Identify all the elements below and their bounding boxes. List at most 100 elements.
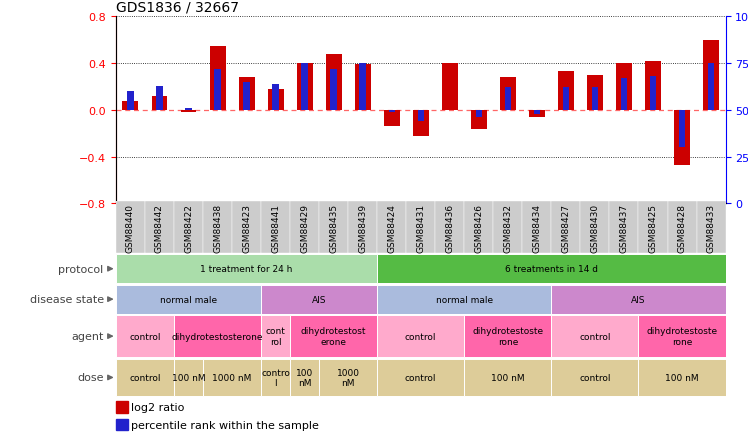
Bar	[174, 202, 203, 254]
Text: GSM88435: GSM88435	[329, 204, 338, 253]
Bar	[616, 64, 632, 111]
Bar	[186, 109, 191, 111]
FancyBboxPatch shape	[465, 359, 551, 396]
Text: 100 nM: 100 nM	[665, 373, 699, 382]
Text: GSM88423: GSM88423	[242, 204, 251, 252]
FancyBboxPatch shape	[377, 316, 465, 357]
Bar	[413, 111, 429, 136]
Bar	[123, 101, 138, 111]
Text: GSM88422: GSM88422	[184, 204, 193, 252]
Bar	[592, 88, 598, 111]
Bar	[180, 111, 197, 113]
Bar	[156, 86, 162, 111]
Text: 1000
nM: 1000 nM	[337, 368, 360, 387]
Bar	[243, 82, 250, 111]
Text: 6 treatments in 14 d: 6 treatments in 14 d	[505, 265, 598, 273]
FancyBboxPatch shape	[116, 285, 261, 314]
Bar	[116, 202, 145, 254]
Bar	[529, 111, 545, 118]
Bar	[522, 202, 551, 254]
Bar	[127, 92, 134, 111]
Text: control: control	[579, 373, 610, 382]
Text: dihydrotestoste
rone: dihydrotestoste rone	[472, 327, 543, 346]
FancyBboxPatch shape	[261, 285, 377, 314]
Text: normal male: normal male	[436, 295, 493, 304]
Bar	[533, 111, 540, 115]
Text: GSM88441: GSM88441	[271, 204, 280, 252]
Bar	[580, 202, 610, 254]
Bar	[674, 111, 690, 165]
Bar	[610, 202, 639, 254]
Bar	[116, 419, 128, 431]
Text: 1 treatment for 24 h: 1 treatment for 24 h	[200, 265, 292, 273]
Bar	[442, 64, 458, 111]
Text: agent: agent	[71, 332, 104, 341]
Bar	[209, 46, 226, 111]
Bar	[708, 64, 714, 111]
FancyBboxPatch shape	[551, 285, 726, 314]
Bar	[203, 202, 232, 254]
Bar	[301, 64, 308, 111]
Text: control: control	[405, 373, 437, 382]
Text: control: control	[129, 332, 161, 341]
FancyBboxPatch shape	[261, 316, 290, 357]
Text: 1000 nM: 1000 nM	[212, 373, 252, 382]
Text: control: control	[129, 373, 161, 382]
Bar	[505, 88, 511, 111]
FancyBboxPatch shape	[290, 316, 377, 357]
Text: percentile rank within the sample: percentile rank within the sample	[131, 420, 319, 430]
Bar	[476, 111, 482, 118]
FancyBboxPatch shape	[377, 359, 465, 396]
Text: disease state: disease state	[30, 295, 104, 304]
Text: dihydrotestosterone: dihydrotestosterone	[172, 332, 263, 341]
Bar	[377, 202, 406, 254]
Text: 100 nM: 100 nM	[172, 373, 206, 382]
Text: control: control	[405, 332, 437, 341]
Bar	[239, 78, 254, 111]
Text: GSM88432: GSM88432	[503, 204, 512, 252]
FancyBboxPatch shape	[465, 316, 551, 357]
Bar	[232, 202, 261, 254]
Bar	[562, 88, 569, 111]
Bar	[639, 202, 667, 254]
Bar	[215, 69, 221, 111]
Text: dihydrotestost
erone: dihydrotestost erone	[301, 327, 367, 346]
Bar	[558, 72, 574, 111]
Text: dose: dose	[77, 373, 104, 382]
FancyBboxPatch shape	[551, 359, 639, 396]
Bar	[679, 111, 685, 148]
Bar	[261, 202, 290, 254]
Text: GSM88426: GSM88426	[474, 204, 483, 252]
Bar	[696, 202, 726, 254]
Text: GSM88439: GSM88439	[358, 204, 367, 253]
Text: GSM88436: GSM88436	[445, 204, 454, 253]
Text: GSM88437: GSM88437	[619, 204, 628, 253]
Bar	[494, 202, 522, 254]
Text: GSM88430: GSM88430	[590, 204, 599, 253]
Bar	[319, 202, 348, 254]
Text: GSM88425: GSM88425	[649, 204, 657, 252]
Bar	[152, 97, 168, 111]
Bar	[290, 202, 319, 254]
FancyBboxPatch shape	[174, 316, 261, 357]
FancyBboxPatch shape	[203, 359, 261, 396]
Bar	[587, 76, 603, 111]
Text: normal male: normal male	[160, 295, 217, 304]
FancyBboxPatch shape	[116, 254, 377, 284]
Bar	[268, 90, 283, 111]
Bar	[145, 202, 174, 254]
FancyBboxPatch shape	[261, 359, 290, 396]
Text: AIS: AIS	[631, 295, 646, 304]
Text: cont
rol: cont rol	[266, 327, 286, 346]
Text: control: control	[579, 332, 610, 341]
FancyBboxPatch shape	[377, 285, 551, 314]
FancyBboxPatch shape	[116, 316, 174, 357]
Bar	[388, 111, 395, 112]
Text: protocol: protocol	[58, 264, 104, 274]
Bar	[645, 62, 661, 111]
FancyBboxPatch shape	[174, 359, 203, 396]
Text: GSM88433: GSM88433	[707, 204, 716, 253]
Bar	[435, 202, 465, 254]
FancyBboxPatch shape	[377, 254, 726, 284]
FancyBboxPatch shape	[319, 359, 377, 396]
